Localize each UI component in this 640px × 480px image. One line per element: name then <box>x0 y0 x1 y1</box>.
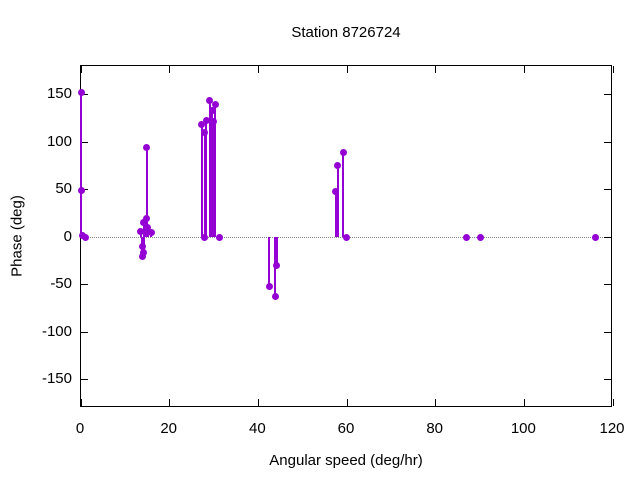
data-point <box>77 89 85 97</box>
x-tick-mark-top <box>80 66 82 73</box>
data-point <box>332 187 340 195</box>
stem <box>334 191 337 237</box>
data-point <box>77 186 85 194</box>
data-point <box>342 233 350 241</box>
stem <box>342 152 345 237</box>
data-point <box>202 116 210 124</box>
data-point <box>210 117 218 125</box>
y-tick-label: 0 <box>63 227 72 245</box>
stem <box>214 104 217 237</box>
y-tick-label: 100 <box>46 132 72 150</box>
data-point <box>215 233 223 241</box>
stem <box>142 222 145 237</box>
stem <box>268 237 271 287</box>
x-tick-mark <box>169 399 171 406</box>
data-point <box>211 101 219 109</box>
stem <box>275 237 278 266</box>
x-tick-mark-top <box>346 66 348 73</box>
stem <box>205 120 208 237</box>
x-axis-label: Angular speed (deg/hr) <box>269 452 423 469</box>
y-tick-label: -50 <box>50 275 72 292</box>
x-tick-mark <box>257 399 259 406</box>
y-tick-mark-right <box>604 236 611 238</box>
y-tick-label: 150 <box>46 85 72 102</box>
y-tick-label: -100 <box>41 322 72 340</box>
stem <box>141 237 144 257</box>
data-point <box>137 227 145 235</box>
data-point <box>334 162 342 170</box>
y-tick-mark-right <box>604 141 611 143</box>
stem <box>203 132 206 237</box>
x-tick-mark <box>346 399 348 406</box>
data-point <box>140 219 148 227</box>
y-tick-mark <box>81 141 88 143</box>
x-tick-mark-top <box>523 66 525 73</box>
data-point <box>463 233 471 241</box>
y-tick-mark-right <box>604 331 611 333</box>
data-point <box>81 233 89 241</box>
x-tick-label: 80 <box>426 420 443 437</box>
x-tick-mark-top <box>169 66 171 73</box>
stem <box>208 100 211 237</box>
data-point <box>206 96 214 104</box>
data-point <box>476 233 484 241</box>
x-tick-mark-top <box>257 66 259 73</box>
x-tick-label: 0 <box>75 420 85 437</box>
data-point <box>138 253 146 261</box>
x-tick-mark <box>612 399 614 406</box>
data-point <box>265 282 273 290</box>
y-tick-mark-right <box>604 284 611 285</box>
y-tick-mark <box>81 94 88 95</box>
stem <box>80 190 82 237</box>
y-tick-mark-right <box>604 379 611 380</box>
y-tick-mark <box>81 379 88 380</box>
x-tick-mark <box>523 399 525 406</box>
y-tick-label: -150 <box>41 370 72 387</box>
data-point <box>144 224 152 231</box>
stem <box>212 121 215 237</box>
stem <box>211 110 214 237</box>
plot-area <box>77 65 614 407</box>
data-point <box>339 148 347 156</box>
data-point <box>140 248 148 256</box>
data-point <box>208 107 216 115</box>
stem <box>145 147 148 237</box>
stem <box>336 165 339 237</box>
data-point <box>273 262 280 269</box>
x-tick-mark-top <box>435 66 437 73</box>
y-tick-mark-right <box>604 94 611 95</box>
stem <box>200 124 203 237</box>
x-tick-mark <box>80 399 82 406</box>
y-tick-mark <box>81 284 88 285</box>
chart-title: Station 8726724 <box>291 24 401 41</box>
data-point <box>201 233 209 241</box>
x-tick-mark-top <box>612 66 614 73</box>
stem <box>80 92 82 237</box>
x-tick-label: 20 <box>160 420 177 437</box>
x-tick-label: 100 <box>510 420 536 437</box>
data-point <box>147 228 155 236</box>
data-point <box>198 121 206 129</box>
y-tick-mark-right <box>604 189 611 190</box>
stem <box>142 237 145 253</box>
y-tick-mark <box>81 331 88 333</box>
x-tick-label: 60 <box>337 420 355 437</box>
data-point <box>201 129 209 136</box>
y-tick-label: 50 <box>55 180 72 197</box>
data-point <box>591 233 599 241</box>
x-tick-label: 120 <box>599 420 625 437</box>
x-tick-mark <box>435 399 437 406</box>
y-tick-mark <box>81 189 88 190</box>
x-tick-label: 40 <box>248 420 266 437</box>
data-point <box>271 293 279 301</box>
data-point <box>143 144 151 152</box>
